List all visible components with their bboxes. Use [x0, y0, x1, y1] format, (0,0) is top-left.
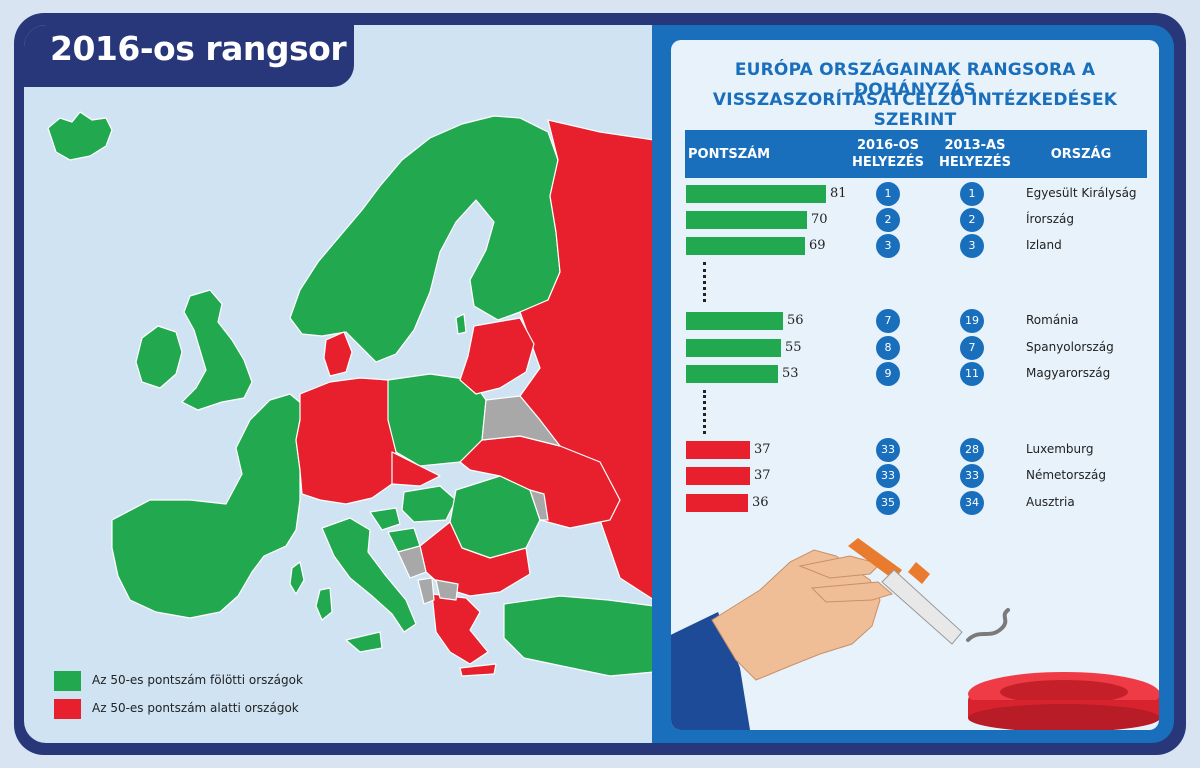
score-value: 36: [752, 495, 769, 510]
score-bar: [686, 339, 781, 357]
map-country-north-macedonia: [435, 579, 459, 601]
cigarette-icon: [848, 538, 902, 580]
map-country-hungary: [401, 485, 457, 523]
map-country-uk: [181, 289, 253, 411]
map-country-corsica: [289, 561, 305, 595]
smoke-icon: [966, 608, 1010, 642]
map-country-belarus: [481, 395, 561, 447]
rank-2016-badge: 33: [876, 464, 900, 488]
score-bar: [686, 467, 750, 485]
header-rank-2016: 2016-OS HELYEZÉS: [852, 138, 924, 170]
country-name: Magyarország: [1026, 366, 1111, 380]
map-country-bosnia: [397, 545, 427, 579]
rank-2013-badge: 19: [960, 309, 984, 333]
score-value: 81: [830, 186, 847, 201]
header-rank-2013: 2013-AS HELYEZÉS: [939, 138, 1011, 170]
sleeve-icon: [671, 612, 750, 730]
score-bar: [686, 237, 805, 255]
map-country-sicily: [345, 631, 383, 653]
rank-2013-badge: 2: [960, 208, 984, 232]
rank-2013-badge: 34: [960, 491, 984, 515]
country-name: Írország: [1026, 212, 1075, 226]
score-value: 56: [787, 313, 804, 328]
map-country-italy: [321, 517, 417, 633]
map-country-albania: [417, 577, 435, 605]
score-value: 70: [811, 212, 828, 227]
ranking-title-line1: EURÓPA ORSZÁGAINAK RANGSORA A DOHÁNYZÁS: [734, 60, 1096, 100]
map-country-iceland: [47, 111, 113, 161]
rank-2016-badge: 35: [876, 491, 900, 515]
rank-2016-badge: 33: [876, 438, 900, 462]
map-country-czechia: [391, 451, 441, 487]
map-country-ireland: [135, 325, 183, 389]
europe-map-panel: [24, 25, 654, 743]
score-bar: [686, 494, 748, 512]
rank-2016-badge: 9: [876, 362, 900, 386]
score-bar: [686, 365, 778, 383]
legend-swatch-below: [54, 699, 81, 719]
legend-swatch-above: [54, 671, 81, 691]
score-value: 37: [754, 442, 771, 457]
score-bar: [686, 211, 807, 229]
rank-2013-badge: 7: [960, 336, 984, 360]
country-name: Luxemburg: [1026, 442, 1094, 456]
map-country-baltics: [459, 317, 535, 395]
map-country-gotland: [455, 313, 467, 335]
rank-2013-badge: 28: [960, 438, 984, 462]
table-header-bar: [685, 130, 1147, 178]
score-value: 53: [782, 366, 799, 381]
rank-2013-badge: 11: [960, 362, 984, 386]
hand-icon: [711, 549, 881, 681]
rank-2016-badge: 8: [876, 336, 900, 360]
rank-2016-badge: 3: [876, 234, 900, 258]
map-country-greece: [431, 593, 489, 665]
map-title: 2016-os rangsor: [50, 29, 347, 68]
rank-2016-badge: 2: [876, 208, 900, 232]
map-title-box: [24, 25, 354, 87]
score-value: 55: [785, 340, 802, 355]
map-country-sardinia: [315, 587, 333, 621]
map-country-germany: [295, 377, 397, 505]
row-gap-dots-2: [703, 390, 709, 434]
europe-map: [47, 111, 654, 677]
country-name: Egyesült Királyság: [1026, 186, 1137, 200]
map-country-turkey: [503, 595, 654, 677]
rank-2013-badge: 3: [960, 234, 984, 258]
rank-2016-badge: 1: [876, 182, 900, 206]
header-score: PONTSZÁM: [688, 147, 771, 162]
score-bar: [686, 441, 750, 459]
legend-label-below: Az 50-es pontszám alatti országok: [92, 701, 299, 715]
country-name: Spanyolország: [1026, 340, 1114, 354]
rank-2016-badge: 7: [876, 309, 900, 333]
score-bar: [686, 185, 826, 203]
hand-cigarette-illustration: [671, 538, 1159, 730]
map-country-crete: [459, 663, 497, 677]
country-name: Románia: [1026, 313, 1079, 327]
rank-2013-badge: 1: [960, 182, 984, 206]
country-name: Ausztria: [1026, 495, 1075, 509]
score-value: 37: [754, 468, 771, 483]
map-country-denmark: [323, 331, 353, 377]
country-name: Németország: [1026, 468, 1106, 482]
legend-label-above: Az 50-es pontszám fölötti országok: [92, 673, 303, 687]
score-value: 69: [809, 238, 826, 253]
row-gap-dots-1: [703, 262, 709, 302]
header-country: ORSZÁG: [1050, 147, 1112, 162]
ranking-title-line2: VISSZASZORÍTÁSÁTCÉLZÓ INTÉZKEDÉSEK SZERI…: [712, 90, 1118, 130]
map-country-iberia-france: [111, 393, 303, 619]
score-bar: [686, 312, 783, 330]
rank-2013-badge: 33: [960, 464, 984, 488]
map-country-slovenia: [369, 507, 401, 531]
map-country-moldova: [529, 489, 549, 521]
country-name: Izland: [1026, 238, 1062, 252]
